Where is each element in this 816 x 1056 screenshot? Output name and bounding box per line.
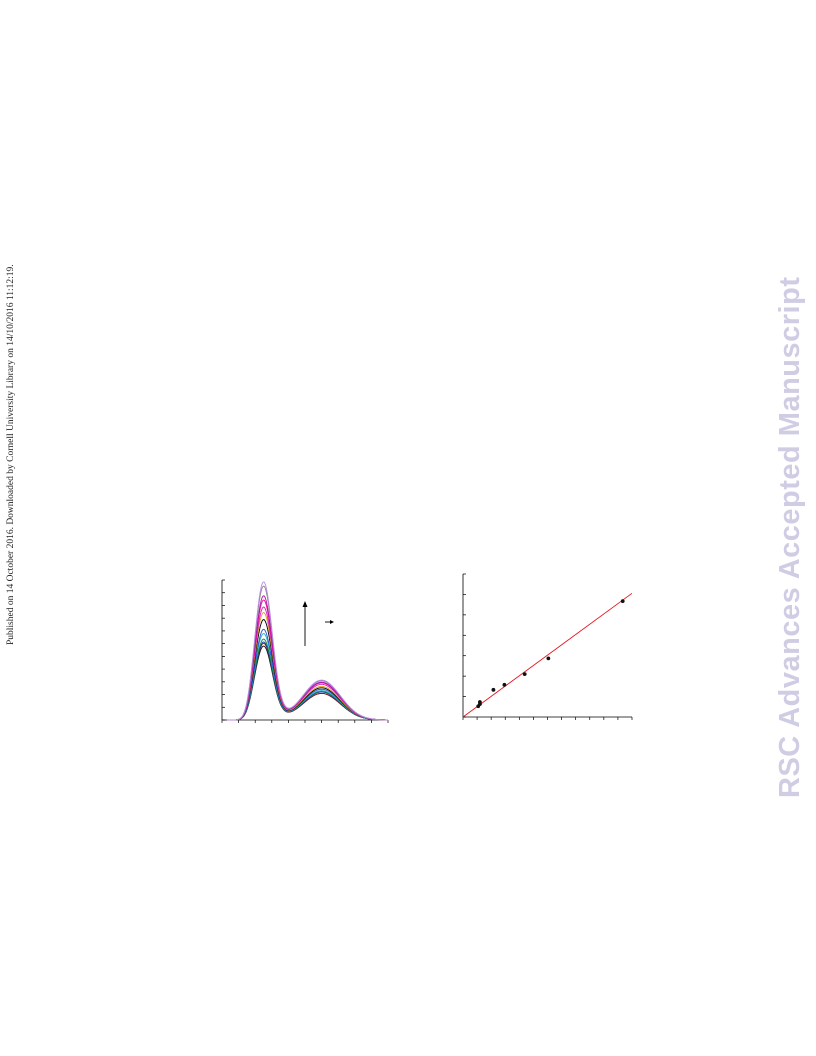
linear-fit-chart bbox=[462, 573, 633, 720]
emission-spectra-chart bbox=[221, 579, 389, 723]
spectrum-series-8 bbox=[226, 612, 389, 721]
spectrum-series-13 bbox=[226, 581, 389, 721]
data-point-5 bbox=[502, 682, 507, 687]
right-arrow-head bbox=[330, 620, 334, 624]
data-point-6 bbox=[522, 672, 527, 676]
data-point-7 bbox=[546, 656, 551, 661]
fit-line bbox=[462, 592, 633, 718]
data-point-3 bbox=[478, 700, 482, 704]
data-point-8 bbox=[620, 599, 625, 604]
spectrum-series-11 bbox=[226, 595, 389, 721]
spectrum-series-10 bbox=[226, 599, 389, 721]
data-point-4 bbox=[491, 687, 496, 692]
spectrum-series-9 bbox=[226, 606, 389, 721]
increase-arrow-head bbox=[302, 601, 308, 607]
